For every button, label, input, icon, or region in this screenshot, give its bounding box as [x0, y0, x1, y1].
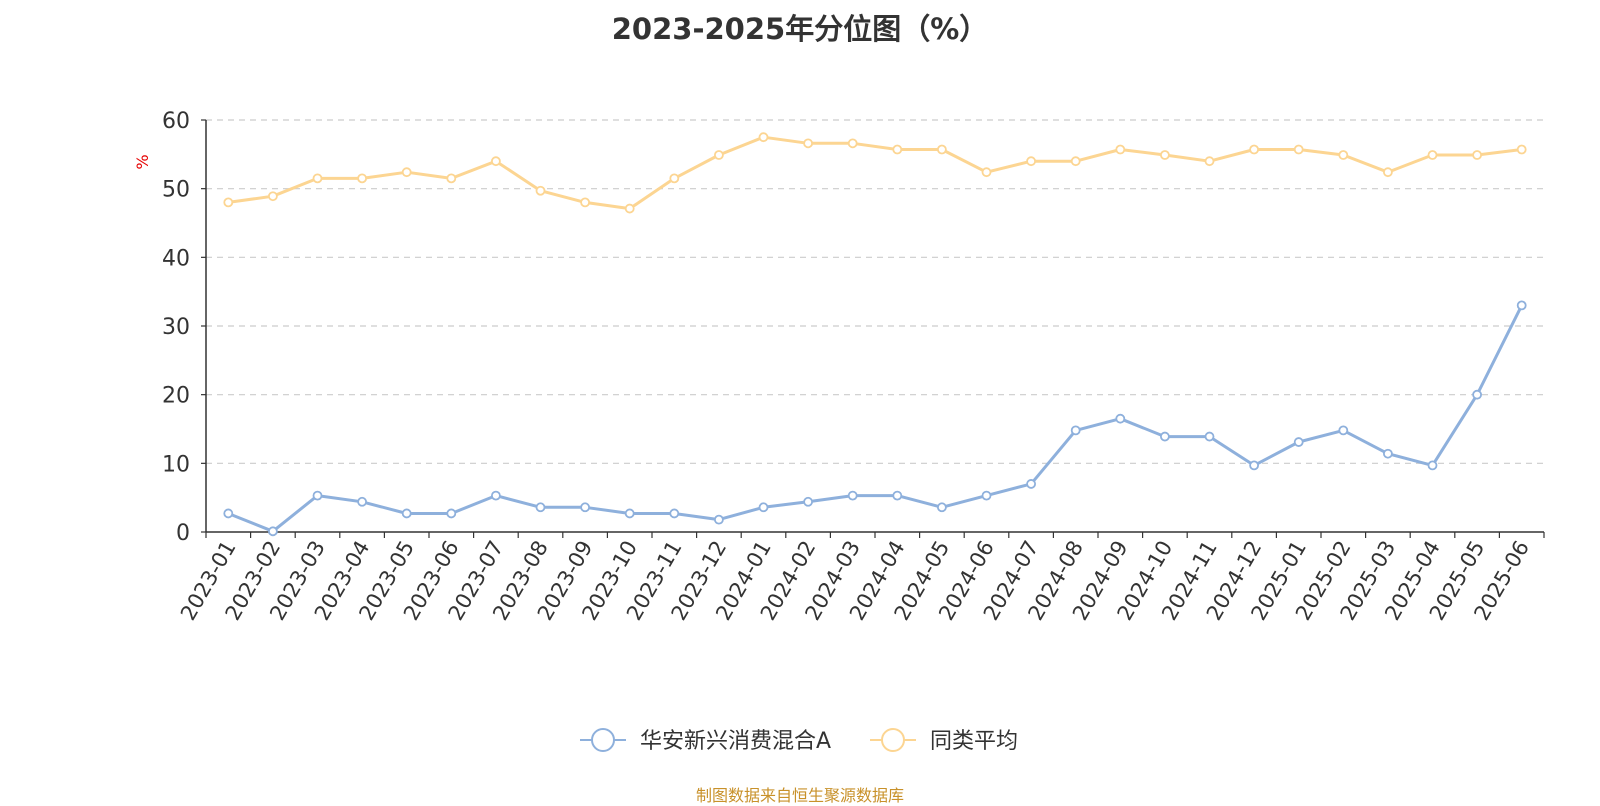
data-point: [981, 167, 992, 178]
data-point: [1472, 389, 1482, 400]
y-axis-label: %: [133, 154, 152, 169]
data-point: [937, 144, 947, 155]
series-line-1: [227, 304, 1524, 533]
line-chart: 0102030405060%2023-012023-022023-032023-…: [133, 109, 1545, 754]
legend-marker-icon: [881, 728, 905, 752]
data-point: [758, 502, 769, 513]
data-point: [714, 150, 724, 160]
data-point: [401, 508, 412, 519]
data-point: [1427, 460, 1438, 471]
y-tick-label: 10: [162, 452, 190, 477]
chart-title: 2023-2025年分位图（%）: [611, 12, 989, 46]
data-point: [847, 138, 858, 149]
data-point: [580, 502, 590, 513]
y-tick-label: 50: [162, 178, 190, 203]
data-point: [1293, 144, 1304, 155]
data-point: [1115, 413, 1126, 424]
y-tick-label: 0: [176, 521, 190, 546]
data-point: [1427, 150, 1438, 160]
data-point: [1204, 156, 1215, 167]
data-point: [1472, 150, 1482, 160]
y-tick-label: 40: [162, 246, 190, 271]
data-point: [223, 508, 234, 519]
series-line-2: [228, 135, 1522, 211]
data-point: [937, 502, 947, 513]
legend-label: 同类平均: [930, 729, 1018, 754]
data-point: [803, 138, 813, 149]
data-point: [1383, 167, 1393, 178]
data-point: [1070, 156, 1081, 167]
data-point: [1338, 425, 1349, 436]
legend-label: 华安新兴消费混合A: [640, 729, 831, 754]
data-point: [490, 156, 501, 167]
y-tick-label: 30: [162, 315, 190, 340]
data-point: [357, 173, 368, 184]
data-point: [312, 173, 323, 184]
data-point: [312, 490, 323, 501]
data-point: [1383, 448, 1393, 459]
data-point: [892, 490, 903, 501]
data-point: [1516, 300, 1527, 311]
data-point: [401, 167, 412, 178]
data-point: [490, 490, 501, 501]
legend-marker-icon: [591, 728, 615, 752]
data-point: [669, 173, 680, 184]
data-point: [223, 197, 234, 208]
data-point: [669, 508, 680, 519]
data-point: [1249, 460, 1259, 471]
data-point: [1160, 150, 1170, 160]
data-point: [1516, 144, 1527, 155]
data-point: [892, 144, 903, 155]
data-point: [446, 173, 457, 184]
data-point: [446, 508, 457, 519]
data-point: [714, 514, 724, 525]
data-point: [1338, 150, 1349, 160]
data-point: [1249, 144, 1259, 155]
data-point: [1204, 431, 1215, 442]
source-note: 制图数据来自恒生聚源数据库: [695, 786, 904, 805]
data-point: [1160, 431, 1170, 442]
data-point: [847, 490, 858, 501]
data-point: [535, 502, 546, 513]
data-point: [535, 185, 546, 196]
y-tick-label: 60: [162, 109, 190, 134]
data-point: [580, 197, 590, 208]
data-point: [1115, 144, 1126, 155]
data-point: [267, 191, 278, 202]
y-tick-label: 20: [162, 384, 190, 409]
data-point: [1293, 437, 1304, 447]
data-point: [624, 203, 635, 214]
data-point: [267, 526, 278, 537]
data-point: [1026, 479, 1036, 489]
data-point: [624, 508, 635, 519]
data-point: [1026, 156, 1036, 167]
data-point: [758, 132, 769, 143]
data-point: [981, 490, 992, 501]
data-point: [803, 496, 813, 507]
data-point: [1070, 425, 1081, 436]
data-point: [357, 496, 368, 507]
